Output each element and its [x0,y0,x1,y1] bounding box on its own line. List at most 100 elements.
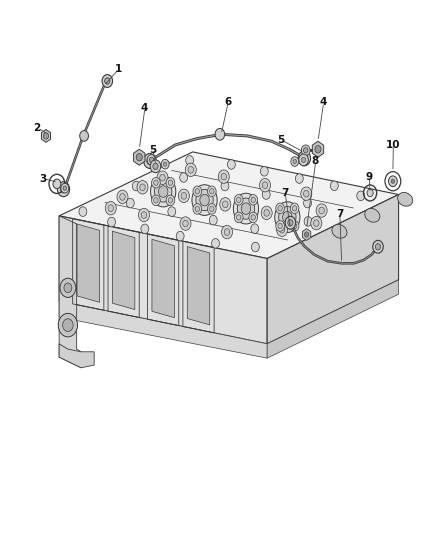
Circle shape [264,209,269,216]
Circle shape [314,220,319,227]
Polygon shape [59,216,81,368]
Text: 4: 4 [141,103,148,112]
Text: 3: 3 [39,174,46,183]
Circle shape [290,203,299,214]
Circle shape [234,212,243,223]
Circle shape [166,195,175,206]
Circle shape [188,166,194,173]
Circle shape [367,189,373,197]
Circle shape [147,157,153,165]
Circle shape [193,186,201,197]
Circle shape [149,157,154,163]
Circle shape [43,133,49,139]
Circle shape [208,186,216,197]
Circle shape [215,128,225,140]
Circle shape [140,184,145,191]
Circle shape [375,244,381,250]
Circle shape [304,190,309,197]
Circle shape [251,242,259,252]
Circle shape [153,163,158,169]
Circle shape [154,180,158,185]
Circle shape [159,186,168,197]
Circle shape [319,207,325,214]
Text: 5: 5 [149,146,156,155]
Circle shape [251,215,255,220]
Circle shape [166,177,175,188]
Circle shape [79,207,87,216]
Circle shape [220,198,231,211]
Circle shape [224,229,230,236]
Circle shape [249,195,258,205]
Circle shape [301,157,306,163]
Circle shape [154,198,158,203]
Circle shape [285,216,296,229]
Circle shape [237,198,254,219]
Text: 9: 9 [365,172,372,182]
Circle shape [63,186,67,190]
Circle shape [299,154,308,166]
Polygon shape [187,247,210,325]
Circle shape [120,193,125,200]
Text: 7: 7 [281,188,288,198]
Circle shape [295,174,303,183]
Circle shape [141,212,147,219]
Circle shape [234,195,243,205]
Circle shape [316,204,327,217]
Circle shape [259,179,271,192]
Circle shape [144,154,156,168]
Circle shape [249,212,258,223]
Circle shape [241,203,251,214]
Circle shape [58,313,78,337]
Circle shape [221,173,226,180]
Circle shape [304,216,312,226]
Circle shape [105,78,110,84]
Circle shape [391,179,395,183]
Circle shape [373,240,383,253]
Circle shape [57,182,70,197]
Circle shape [60,185,67,193]
Polygon shape [42,130,50,142]
Circle shape [210,206,214,212]
Polygon shape [59,216,267,344]
Circle shape [185,163,196,176]
Text: 5: 5 [277,135,284,144]
Circle shape [251,224,259,233]
Circle shape [196,190,213,211]
Circle shape [108,205,113,212]
Circle shape [180,217,191,230]
Polygon shape [59,301,267,358]
Circle shape [209,215,217,225]
Circle shape [195,206,200,212]
Circle shape [275,202,300,232]
Circle shape [168,180,173,185]
Polygon shape [312,141,324,157]
Circle shape [138,208,149,222]
Circle shape [160,174,165,181]
Circle shape [61,183,69,193]
Circle shape [192,185,217,215]
Circle shape [278,206,283,211]
Polygon shape [77,224,99,302]
Polygon shape [302,229,311,240]
Circle shape [227,160,235,169]
Circle shape [283,212,292,223]
Circle shape [105,201,116,215]
Circle shape [276,203,284,214]
Circle shape [53,179,61,189]
Circle shape [311,216,322,230]
Circle shape [301,155,307,162]
Circle shape [137,181,148,194]
Circle shape [193,204,201,214]
Circle shape [389,176,397,187]
Text: 10: 10 [385,140,400,150]
Circle shape [60,278,76,297]
Circle shape [150,160,161,173]
Circle shape [186,156,194,165]
Text: 1: 1 [115,64,122,74]
Circle shape [315,146,321,153]
Circle shape [237,215,241,220]
Ellipse shape [365,208,380,222]
Circle shape [222,225,233,239]
Circle shape [293,223,297,229]
Circle shape [293,159,297,164]
